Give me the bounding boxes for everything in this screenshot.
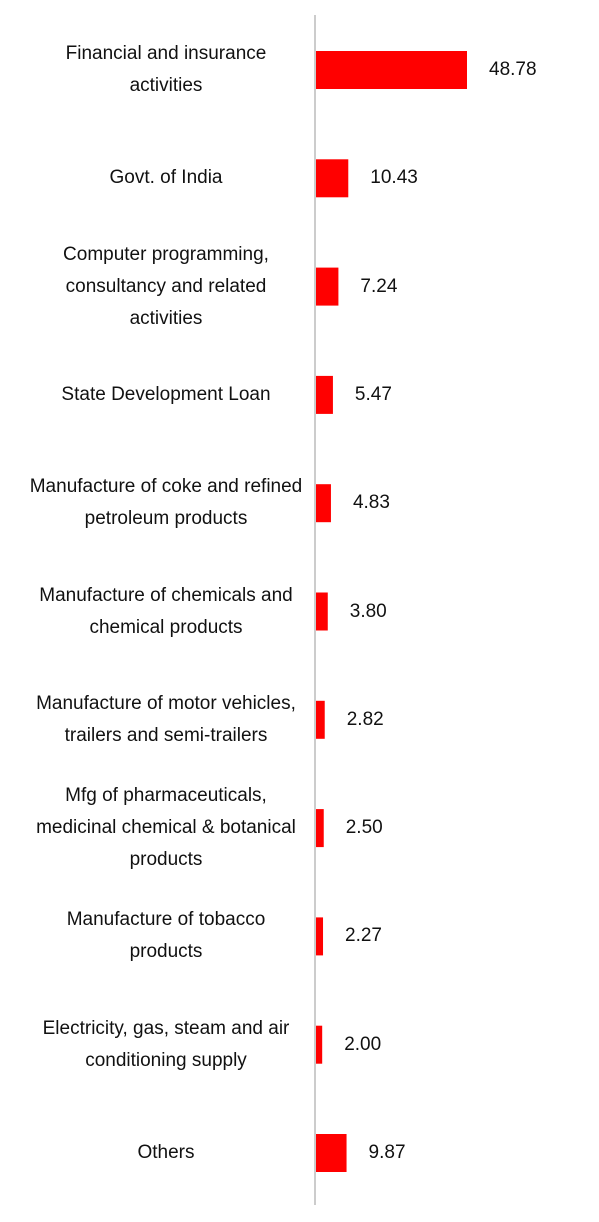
y-tick-label: Electricity, gas, steam and air conditio… [42,1017,290,1071]
data-label: 3.80 [349,600,387,622]
data-label: 5.47 [354,383,392,405]
bar [316,51,467,89]
bar [316,592,328,631]
bar [316,809,324,848]
data-label: 9.87 [368,1142,406,1163]
bar [316,375,333,414]
data-label: 2.82 [346,708,384,730]
y-tick-label: Financial and insurance activities [65,43,267,96]
bar [316,484,331,523]
bar [316,267,339,306]
bar [316,1025,323,1064]
y-tick-label: Manufacture of coke and refined petroleu… [29,476,303,530]
y-tick-label: Computer programming, consultancy and re… [63,243,269,329]
y-tick-label: Govt. of India [109,167,223,189]
y-tick-label: Others [137,1142,195,1163]
y-tick-label: State Development Loan [61,383,271,405]
bar [316,1134,347,1172]
data-label: 10.43 [370,167,418,189]
bar [316,159,349,198]
data-label: 4.83 [352,492,390,514]
data-label: 7.24 [360,275,398,297]
data-label: 48.78 [489,59,537,80]
y-tick-label: Manufacture of motor vehicles, trailers … [36,692,296,746]
y-tick-label: Mfg of pharmaceuticals, medicinal chemic… [36,785,296,871]
data-label: 2.50 [345,817,383,839]
y-tick-label: Manufacture of tobacco products [66,909,266,963]
bar [316,700,325,739]
data-label: 2.00 [344,1033,382,1055]
y-tick-label: Manufacture of chemicals and chemical pr… [39,584,293,638]
bar [316,917,324,956]
data-label: 2.27 [345,925,382,947]
